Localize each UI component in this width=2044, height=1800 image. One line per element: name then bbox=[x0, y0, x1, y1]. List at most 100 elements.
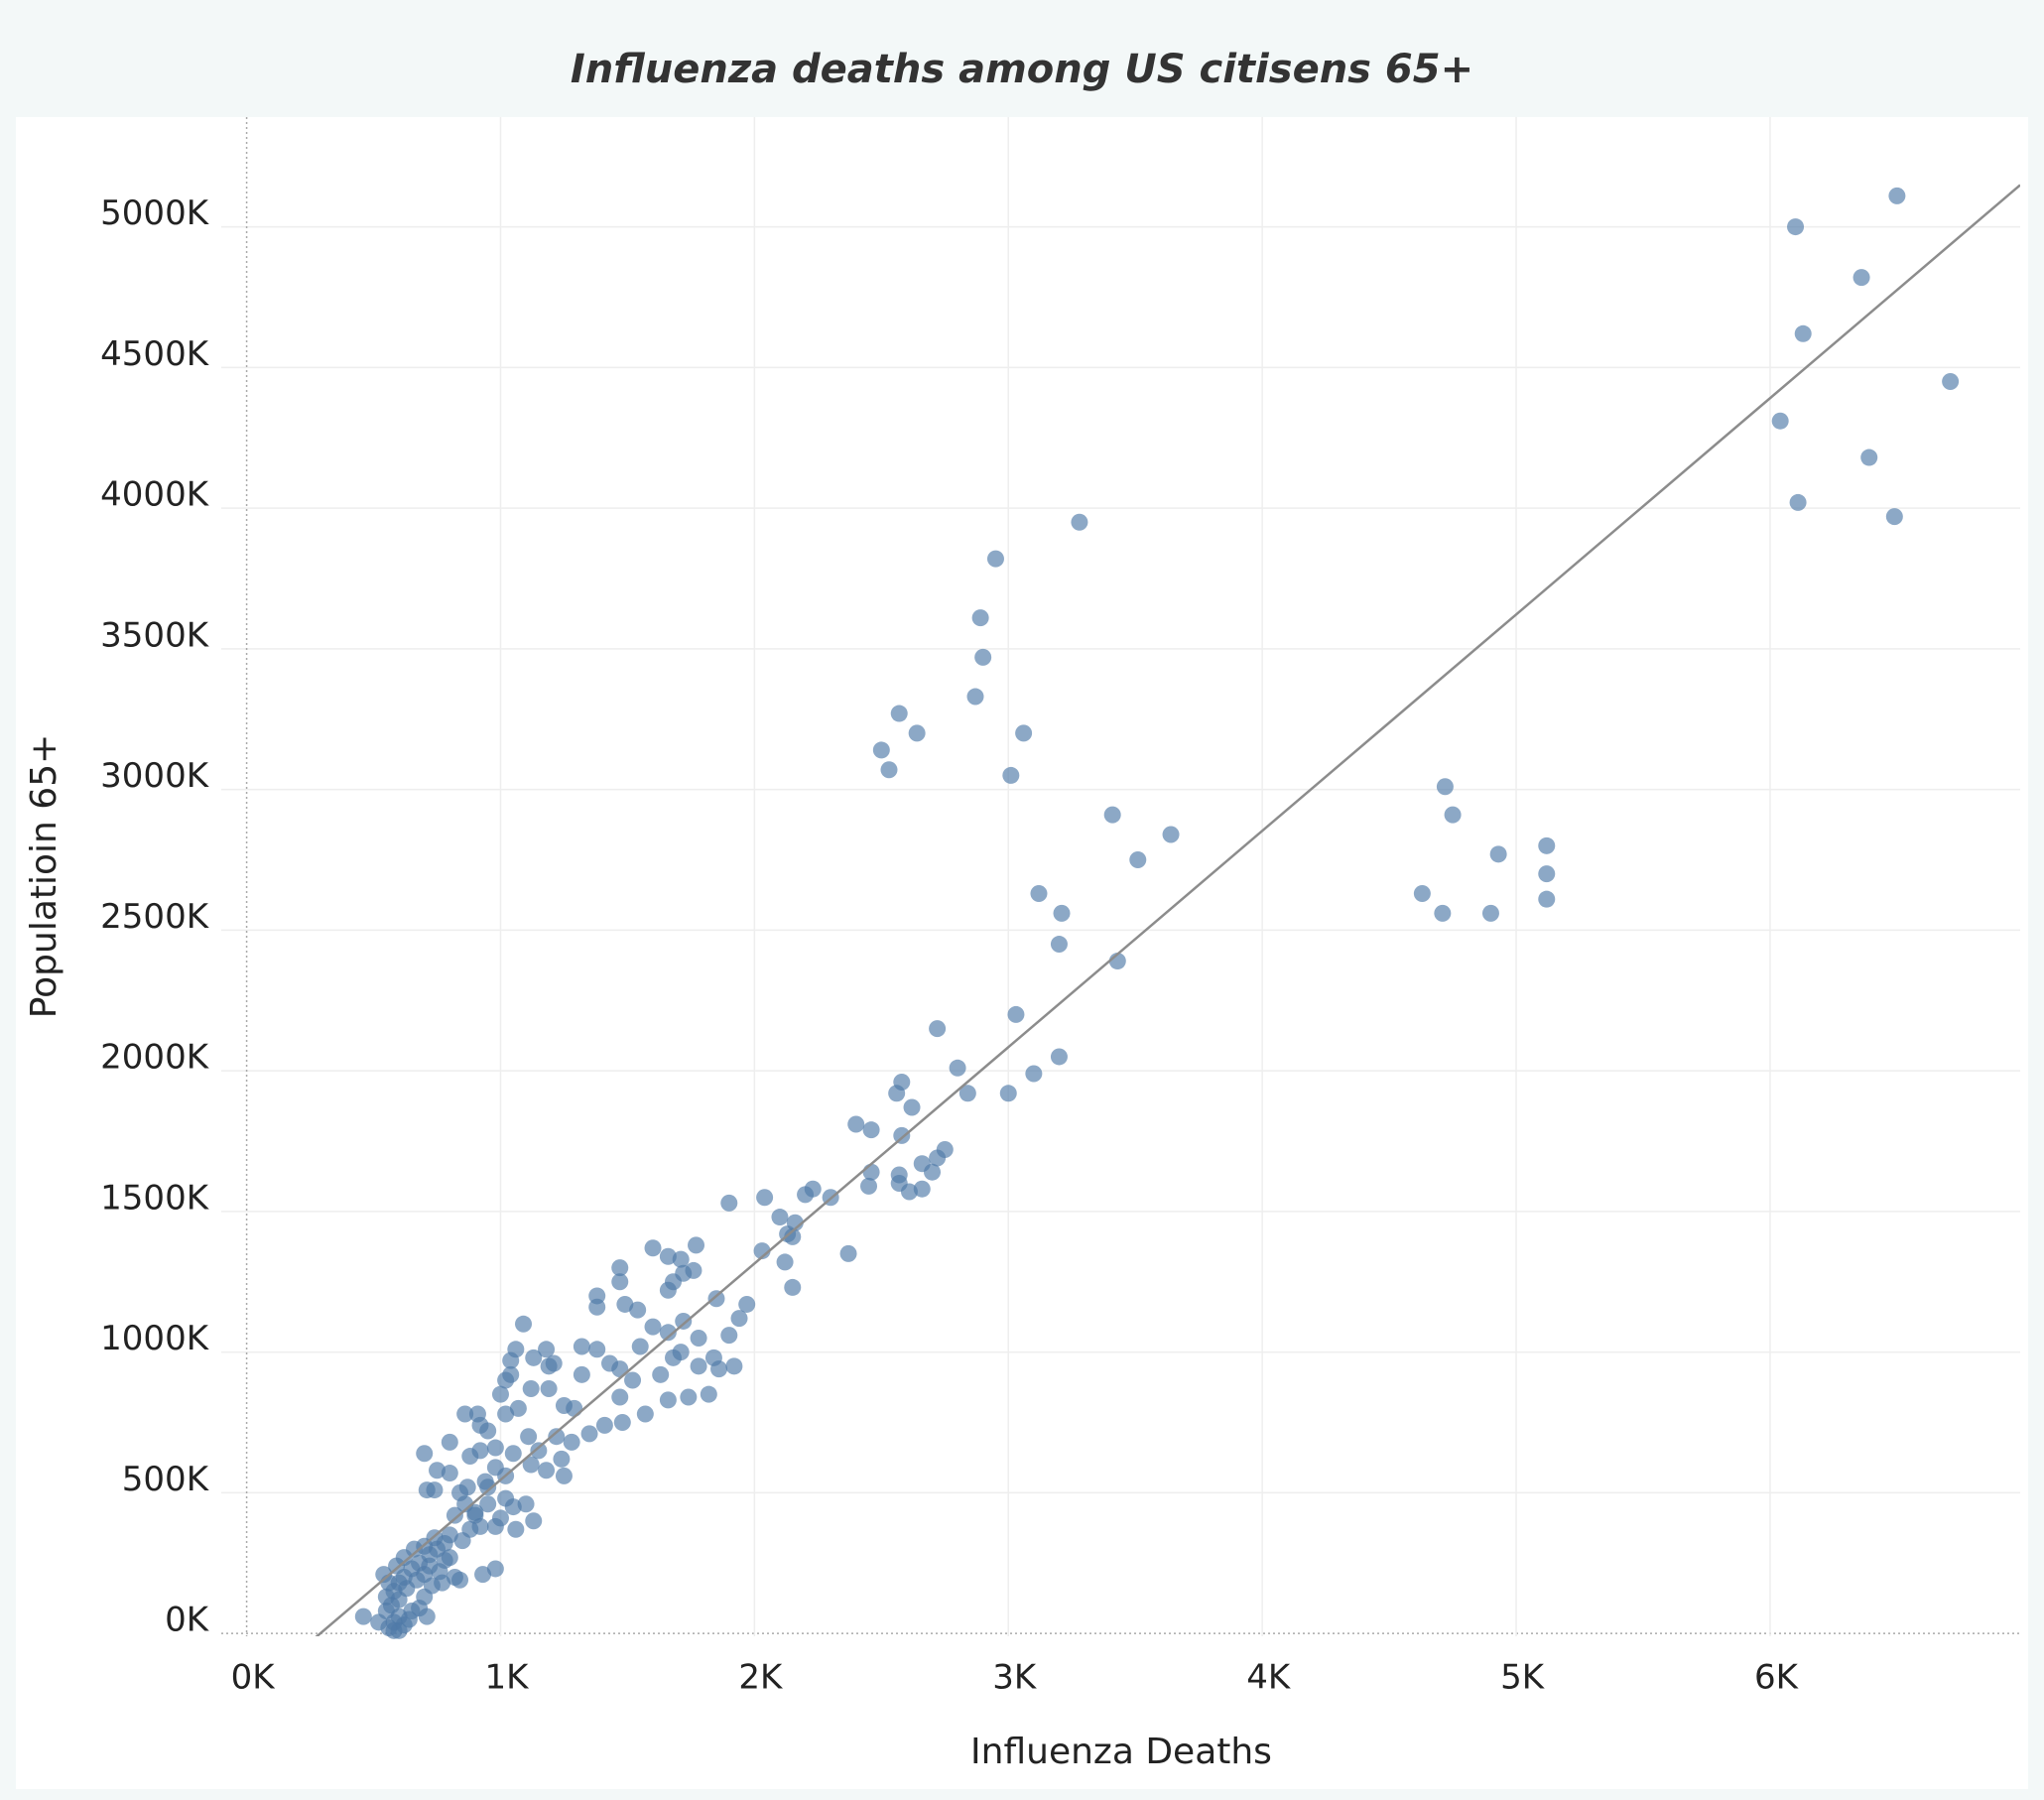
point bbox=[659, 1281, 677, 1299]
point bbox=[380, 1574, 398, 1592]
y-tick-label: 2500K bbox=[100, 897, 210, 937]
trend-line bbox=[315, 184, 2020, 1636]
point bbox=[416, 1445, 434, 1463]
points bbox=[354, 187, 1960, 1639]
point bbox=[507, 1520, 525, 1538]
point bbox=[1015, 724, 1033, 742]
point bbox=[949, 1059, 966, 1077]
point bbox=[771, 1209, 789, 1226]
point bbox=[631, 1338, 649, 1355]
point bbox=[880, 761, 898, 779]
point bbox=[1852, 269, 1870, 287]
point bbox=[611, 1388, 629, 1406]
point bbox=[611, 1259, 629, 1277]
point bbox=[504, 1498, 522, 1516]
point bbox=[588, 1298, 606, 1316]
point bbox=[548, 1428, 566, 1446]
point bbox=[1129, 850, 1147, 868]
point bbox=[908, 724, 926, 742]
point bbox=[1787, 218, 1805, 236]
point bbox=[471, 1517, 489, 1535]
point bbox=[872, 741, 890, 759]
point bbox=[725, 1357, 743, 1375]
point bbox=[1436, 778, 1454, 796]
point bbox=[923, 1163, 941, 1181]
y-tick-label: 4000K bbox=[100, 475, 210, 515]
y-tick-label: 1500K bbox=[100, 1178, 210, 1218]
point bbox=[1007, 1005, 1025, 1023]
point bbox=[900, 1183, 918, 1201]
point bbox=[446, 1506, 463, 1524]
y-tick-label: 0K bbox=[165, 1601, 210, 1640]
point bbox=[690, 1329, 707, 1347]
point bbox=[675, 1312, 693, 1330]
point bbox=[504, 1445, 522, 1463]
point bbox=[1162, 826, 1180, 843]
point bbox=[538, 1341, 556, 1358]
point bbox=[738, 1295, 756, 1313]
point bbox=[847, 1115, 865, 1133]
point bbox=[520, 1428, 538, 1446]
point bbox=[486, 1439, 504, 1457]
point bbox=[929, 1020, 947, 1038]
point bbox=[1794, 324, 1812, 342]
point bbox=[974, 648, 992, 666]
point bbox=[509, 1399, 527, 1417]
point bbox=[659, 1324, 677, 1342]
point bbox=[1481, 904, 1499, 922]
point bbox=[486, 1459, 504, 1477]
point bbox=[1538, 865, 1556, 883]
point bbox=[538, 1462, 556, 1479]
point bbox=[441, 1465, 458, 1482]
x-axis-label: Influenza Deaths bbox=[970, 1732, 1272, 1772]
point bbox=[517, 1495, 535, 1513]
point bbox=[1885, 508, 1903, 526]
point bbox=[491, 1509, 509, 1527]
point bbox=[461, 1448, 479, 1466]
point bbox=[1538, 836, 1556, 854]
y-tick-label: 2000K bbox=[100, 1038, 210, 1078]
point bbox=[354, 1607, 372, 1625]
point bbox=[456, 1405, 474, 1423]
y-tick-label: 4500K bbox=[100, 334, 210, 374]
x-tick-label: 6K bbox=[1754, 1658, 1800, 1698]
point bbox=[784, 1278, 802, 1296]
point bbox=[636, 1405, 654, 1423]
point bbox=[426, 1481, 444, 1499]
point bbox=[797, 1186, 815, 1204]
point bbox=[436, 1534, 453, 1552]
point bbox=[688, 1236, 705, 1254]
y-axis-label: Populatioin 65+ bbox=[24, 734, 64, 1019]
point bbox=[601, 1354, 619, 1372]
point bbox=[986, 550, 1004, 568]
x-tick-label: 0K bbox=[231, 1658, 277, 1698]
point bbox=[497, 1405, 515, 1423]
point bbox=[644, 1318, 662, 1336]
point bbox=[441, 1433, 458, 1451]
point bbox=[491, 1385, 509, 1403]
point bbox=[672, 1344, 690, 1361]
x-tick-label: 5K bbox=[1500, 1658, 1546, 1698]
point bbox=[730, 1310, 748, 1328]
point bbox=[573, 1365, 590, 1383]
point bbox=[710, 1360, 728, 1378]
point bbox=[690, 1357, 707, 1375]
point bbox=[659, 1391, 677, 1409]
point bbox=[400, 1610, 418, 1628]
x-tick-label: 3K bbox=[992, 1658, 1038, 1698]
point bbox=[1053, 904, 1071, 922]
point bbox=[756, 1189, 774, 1207]
point bbox=[913, 1180, 931, 1198]
grid bbox=[221, 117, 2020, 1636]
point bbox=[553, 1450, 571, 1468]
x-tick-label: 1K bbox=[485, 1658, 531, 1698]
point bbox=[1771, 412, 1789, 430]
point bbox=[1413, 885, 1431, 903]
point bbox=[672, 1250, 690, 1268]
point bbox=[456, 1495, 474, 1513]
point bbox=[429, 1462, 447, 1479]
y-tick-label: 3500K bbox=[100, 615, 210, 655]
point bbox=[890, 705, 908, 722]
point bbox=[629, 1301, 647, 1319]
